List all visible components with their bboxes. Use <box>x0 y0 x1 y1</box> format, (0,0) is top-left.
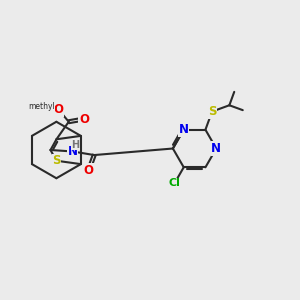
Text: N: N <box>179 123 189 136</box>
Text: N: N <box>211 142 221 155</box>
Text: Cl: Cl <box>169 178 181 188</box>
Text: S: S <box>52 154 61 167</box>
Text: O: O <box>84 164 94 177</box>
Text: S: S <box>208 105 216 118</box>
Text: O: O <box>79 112 89 126</box>
Text: O: O <box>54 103 64 116</box>
Text: N: N <box>68 145 78 158</box>
Text: H: H <box>71 140 79 150</box>
Text: methyl: methyl <box>28 102 55 111</box>
